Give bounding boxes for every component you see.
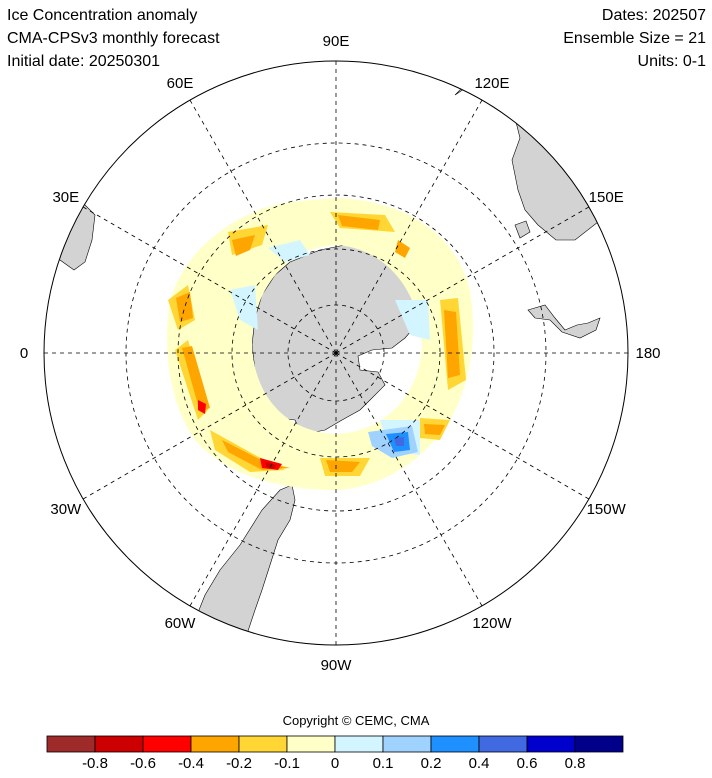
colorbar-swatch	[526, 735, 576, 753]
latitude-circle	[177, 194, 495, 512]
longitude-label: 30E	[52, 189, 79, 206]
map-boundary	[43, 60, 629, 646]
colorbar-tick-label: 0.1	[373, 755, 394, 772]
forecast-dates: Dates: 202507	[601, 7, 706, 24]
colorbar-swatch	[382, 735, 432, 753]
longitude-label: 30W	[50, 501, 82, 518]
colorbar-tick-label: 0.2	[421, 755, 442, 772]
colorbar-tick-label: 0.8	[565, 755, 586, 772]
anomaly-pale-yellow	[167, 198, 473, 490]
longitude-labels: 90E 120E 150E 180 150W 120W 90W 60W 30W 0 30E 60E	[20, 33, 661, 674]
colorbar-tick-label: -0.2	[226, 755, 252, 772]
colorbar-swatch	[286, 735, 336, 753]
colorbar-swatch	[478, 735, 528, 753]
colorbar-swatch	[94, 735, 144, 753]
copyright-notice: Copyright © CEMC, CMA	[282, 713, 430, 728]
colorbar-swatch	[46, 735, 96, 753]
graticule	[44, 61, 628, 645]
meridian-line	[189, 352, 337, 607]
colorbar-swatch	[142, 735, 192, 753]
colorbar-swatch	[334, 735, 384, 753]
longitude-label: 60W	[165, 615, 197, 632]
colorbar-tick-label: -0.1	[274, 755, 300, 772]
meridian-line	[335, 352, 483, 607]
meridian-line	[335, 99, 483, 354]
units-label: Units: 0-1	[637, 53, 706, 70]
meridian-line	[82, 352, 337, 500]
longitude-label: 180	[635, 345, 660, 362]
longitude-label: 0	[20, 345, 28, 362]
new-zealand-landmass	[527, 304, 601, 339]
colorbar-tick-label: 0	[331, 755, 339, 772]
colorbar-tick-label: -0.6	[130, 755, 156, 772]
longitude-label: 120W	[472, 615, 512, 632]
tasmania-landmass	[514, 220, 531, 239]
longitude-label: 90E	[323, 33, 350, 50]
colorbar-swatch	[574, 735, 624, 753]
ensemble-size: Ensemble Size = 21	[563, 30, 706, 47]
model-name: CMA-CPSv3 monthly forecast	[7, 30, 220, 47]
header-left: Ice Concentration anomaly CMA-CPSv3 mont…	[7, 6, 220, 75]
colorbar-tick-label: 0.6	[517, 755, 538, 772]
colorbar-swatch	[190, 735, 240, 753]
colorbar-tick-label: -0.8	[82, 755, 108, 772]
meridian-line	[189, 99, 337, 354]
meridian-line	[335, 206, 590, 354]
colorbar-swatch	[238, 735, 288, 753]
longitude-label: 120E	[474, 75, 509, 92]
longitude-label: 150W	[587, 501, 627, 518]
map-title: Ice Concentration anomaly	[7, 7, 198, 24]
initial-date: Initial date: 20250301	[7, 53, 161, 70]
anomaly-field	[167, 198, 473, 490]
colorbar-tick-label: -0.4	[178, 755, 204, 772]
longitude-label: 90W	[321, 657, 353, 674]
anomaly-royal-blue-spot	[394, 437, 404, 446]
longitude-label: 150E	[589, 189, 624, 206]
longitude-label: 60E	[167, 75, 194, 92]
header-right: Dates: 202507 Ensemble Size = 21 Units: …	[563, 6, 706, 75]
colorbar-swatch	[430, 735, 480, 753]
colorbar-tick-label: 0.4	[469, 755, 490, 772]
meridian-line	[335, 352, 590, 500]
anomaly-red-band	[198, 400, 282, 470]
meridian-line	[82, 206, 337, 354]
